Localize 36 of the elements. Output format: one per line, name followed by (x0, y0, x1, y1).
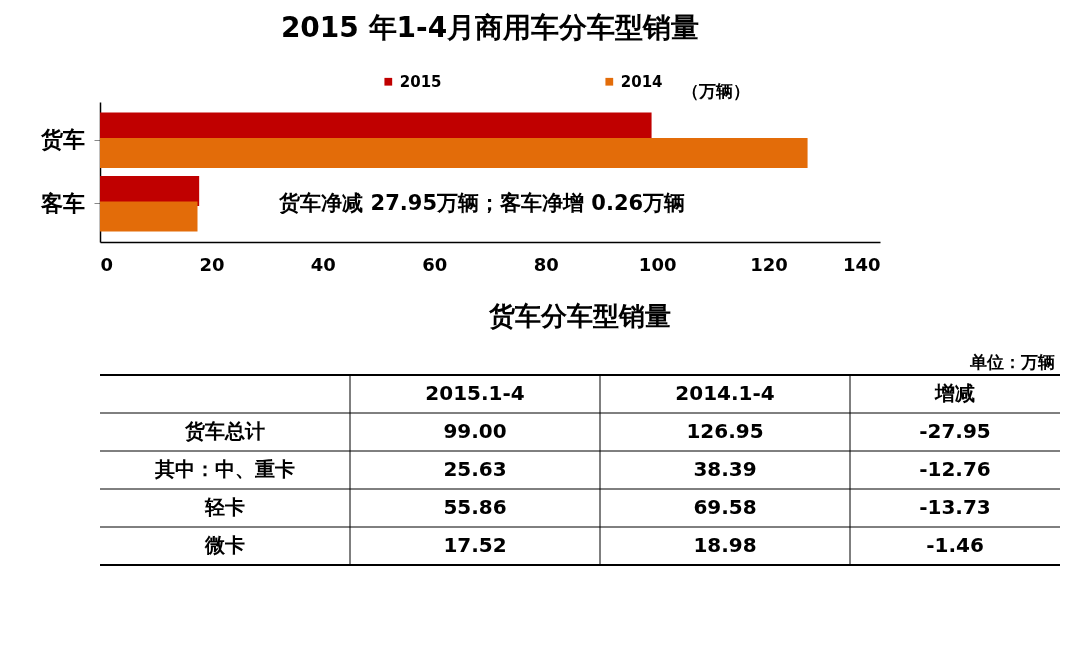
x-tick-label: 40 (310, 253, 336, 275)
x-tick-label: 120 (750, 253, 788, 275)
x-tick-label: 20 (199, 253, 225, 275)
y-tick-label: 货车总计 (184, 419, 265, 443)
x-tick-label: 0 (100, 253, 114, 275)
data-label: 38.39 (693, 457, 757, 481)
data-label: 99.00 (443, 419, 507, 443)
text: 单位：万辆 (969, 352, 1055, 372)
data-label: -13.73 (919, 495, 991, 519)
y-tick-label: 货车 (39, 127, 85, 153)
data-label: 69.58 (693, 495, 757, 519)
x-tick-label: 100 (638, 253, 677, 275)
y-tick-label: 其中：中、重卡 (154, 457, 295, 481)
x-tick-label: 2015.1-4 (425, 381, 525, 405)
x-tick-label: 2014.1-4 (675, 381, 775, 405)
data-label: 18.98 (693, 533, 757, 557)
annotation: 货车净减 27.95万辆；客车净增 0.26万辆 (278, 191, 686, 216)
legend-label: 2015 (399, 72, 442, 91)
x-tick-label: 60 (422, 253, 448, 275)
data-label: 25.63 (443, 457, 507, 481)
chart-title: 货车分车型销量 (488, 301, 671, 331)
legend-label: 2014 (620, 72, 663, 91)
y-tick-label: 轻卡 (204, 495, 245, 519)
data-label: 17.52 (443, 533, 507, 557)
text: （万辆） (682, 81, 751, 101)
y-tick-label: 客车 (39, 190, 85, 216)
data-label: -1.46 (926, 533, 984, 557)
x-tick-label: 增减 (934, 381, 975, 405)
chart-title: 2015 年1-4月商用车分车型销量 (280, 11, 700, 44)
data-label: 55.86 (443, 495, 507, 519)
x-tick-label: 140 (842, 253, 881, 275)
x-tick-label: 80 (533, 253, 559, 275)
y-tick-label: 微卡 (204, 533, 245, 557)
data-label: -12.76 (919, 457, 991, 481)
data-label: -27.95 (919, 419, 991, 443)
data-label: 126.95 (686, 419, 764, 443)
